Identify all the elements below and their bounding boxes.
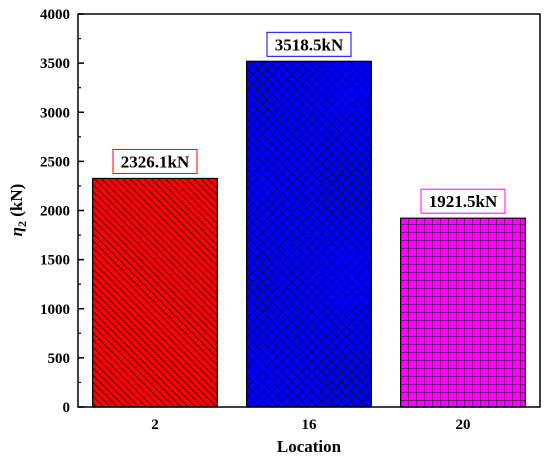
x-axis-title: Location bbox=[277, 437, 342, 456]
x-axis-ticks: 2 16 20 bbox=[151, 401, 471, 433]
bars bbox=[92, 60, 526, 408]
y-tick-label: 1000 bbox=[40, 302, 70, 318]
bar-16 bbox=[246, 60, 372, 408]
bar-20 bbox=[400, 217, 526, 408]
y-axis-unit: (kN) bbox=[7, 184, 26, 221]
y-tick-label: 1500 bbox=[40, 253, 70, 269]
y-tick-label: 2500 bbox=[40, 154, 70, 170]
y-axis-title: η2 (kN) bbox=[7, 184, 29, 237]
y-axis-subscript: 2 bbox=[15, 221, 29, 227]
data-label-box bbox=[112, 148, 198, 174]
y-tick-label: 0 bbox=[63, 400, 71, 416]
data-label: 1921.5kN bbox=[429, 192, 498, 211]
y-tick-label: 500 bbox=[48, 351, 71, 367]
y-tick-label: 3000 bbox=[40, 105, 70, 121]
y-axis-ticks: 0 500 1000 1500 2000 2500 3000 3500 4000 bbox=[40, 7, 84, 416]
x-tick-label: 16 bbox=[302, 417, 318, 433]
bar-2 bbox=[92, 177, 218, 408]
data-label: 3518.5kN bbox=[275, 35, 344, 54]
y-axis-symbol: η bbox=[7, 227, 26, 236]
data-labels: 2326.1kN 3518.5kN 1921.5kN bbox=[112, 31, 506, 214]
data-label-box bbox=[266, 31, 352, 57]
y-tick-label: 4000 bbox=[40, 7, 70, 23]
y-tick-label: 3500 bbox=[40, 56, 70, 72]
y-tick-label: 2000 bbox=[40, 204, 70, 220]
data-label: 2326.1kN bbox=[121, 152, 190, 171]
x-tick-label: 20 bbox=[456, 417, 471, 433]
data-label-box bbox=[420, 188, 506, 214]
x-tick-label: 2 bbox=[151, 417, 159, 433]
plot-frame bbox=[77, 13, 541, 408]
